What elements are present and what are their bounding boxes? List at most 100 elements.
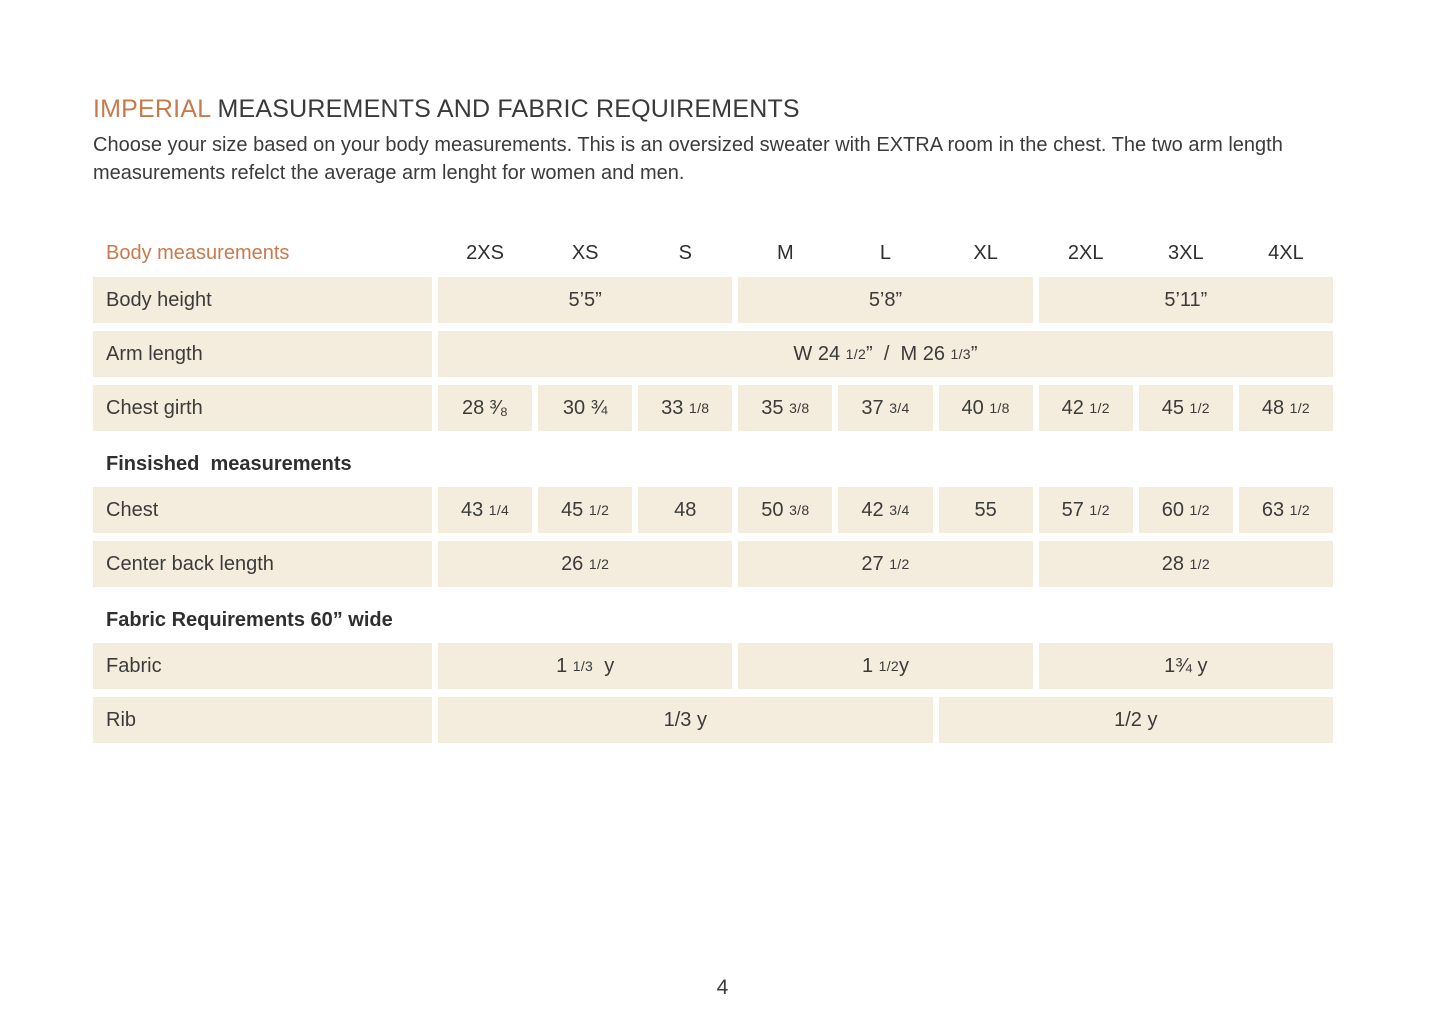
row-label: Rib <box>93 697 432 743</box>
value-text: 63 <box>1261 498 1290 521</box>
size-column-header: 2XS <box>466 242 504 264</box>
page-title: IMPERIAL MEASUREMENTS AND FABRIC REQUIRE… <box>93 95 1356 124</box>
fraction-text: 1/2 <box>1289 400 1311 416</box>
value-text: 43 <box>460 498 489 521</box>
size-cell: 5’8” <box>738 277 1033 323</box>
page-title-rest: MEASUREMENTS AND FABRIC REQUIREMENTS <box>210 95 800 123</box>
row-label: Center back length <box>93 541 432 587</box>
page-number: 4 <box>716 976 729 999</box>
size-column-header: S <box>678 242 692 264</box>
value-text: 5’8” <box>868 288 903 311</box>
size-cell: 48 <box>638 487 733 533</box>
fraction-text: 3/4 <box>889 400 910 416</box>
size-column-header: M <box>777 242 794 264</box>
value-text: 5’11” <box>1164 288 1208 311</box>
value-text: ” / M 26 <box>866 342 951 365</box>
value-text: 1 <box>861 654 879 677</box>
table-label-header: Body measurements <box>106 242 290 264</box>
value-text: 28 <box>1161 552 1190 575</box>
value-text: 5’5” <box>568 288 602 311</box>
value-text: 45 <box>561 498 589 521</box>
size-cell: 5’5” <box>438 277 733 323</box>
fraction-text: 1/2 <box>1189 556 1210 572</box>
size-column-header: 2XL <box>1067 242 1104 264</box>
size-cell: 48 1/2 <box>1238 385 1333 431</box>
size-cell: 43 1/4 <box>438 487 533 533</box>
value-text: 48 <box>1261 396 1290 419</box>
size-cell: 5’11” <box>1038 277 1333 323</box>
size-cell: 50 3/8 <box>738 487 833 533</box>
fraction-text: 1/2 <box>889 556 910 572</box>
fraction-text: 1/8 <box>688 400 710 416</box>
fraction-text: 1/4 <box>488 502 510 518</box>
size-cell: 45 1/2 <box>538 487 633 533</box>
size-cell: 27 1/2 <box>738 541 1033 587</box>
fraction-text: 3/8 <box>789 400 810 416</box>
fraction-text: 3/4 <box>889 502 910 518</box>
row-label: Chest <box>93 487 432 533</box>
size-column-header: 4XL <box>1268 242 1304 264</box>
value-text: y <box>593 654 615 677</box>
size-cell: 1 1/2 y <box>738 643 1033 689</box>
value-text: W 24 <box>793 342 846 365</box>
size-cell: 60 1/2 <box>1138 487 1233 533</box>
value-text: 40 <box>961 396 990 419</box>
value-text: 30 ¾ <box>562 396 608 419</box>
fraction-text: 1/2 <box>878 658 900 674</box>
fraction-text: 1/2 <box>1189 502 1210 518</box>
value-text: 1 <box>556 654 573 677</box>
page-title-highlight: IMPERIAL <box>93 95 211 123</box>
size-table: Body measurements 2XS XS S M L XL 2XL 3XL 4XL Body… <box>93 231 1333 743</box>
size-column-header: XL <box>973 242 998 264</box>
section-heading: Fabric Requirements 60” wide <box>106 609 393 631</box>
size-column-header: XS <box>571 242 599 264</box>
fraction-text: 1/2 <box>588 502 610 518</box>
fraction-text: 1/2 <box>588 556 610 572</box>
fraction-text: 1/2 <box>1289 502 1311 518</box>
row-label: Chest girth <box>93 385 432 431</box>
row-label: Arm length <box>93 331 432 377</box>
value-text: 33 <box>661 396 689 419</box>
size-cell: 40 1/8 <box>938 385 1033 431</box>
value-text: 50 <box>761 498 790 521</box>
value-text: ” <box>970 342 978 365</box>
size-column-header: L <box>879 242 892 264</box>
row-label: Body height <box>93 277 432 323</box>
fraction-text: 1/2 <box>1089 502 1110 518</box>
size-cell: W 24 1/2” / M 26 1/3” <box>438 331 1333 377</box>
size-cell: 28 1/2 <box>1038 541 1333 587</box>
size-cell: 42 1/2 <box>1038 385 1133 431</box>
value-text: 28 ³⁄₈ <box>462 396 509 419</box>
value-text: 1¾ y <box>1164 654 1208 677</box>
size-column-header: 3XL <box>1168 242 1204 264</box>
value-text: 57 <box>1061 498 1090 521</box>
size-cell: 35 3/8 <box>738 385 833 431</box>
size-cell: 1 1/3 y <box>438 643 733 689</box>
fraction-text: 1/3 <box>950 346 971 362</box>
value-text: 37 <box>861 396 890 419</box>
size-cell: 1/3 y <box>438 697 933 743</box>
size-cell: 26 1/2 <box>438 541 733 587</box>
fraction-text: 1/8 <box>989 400 1010 416</box>
size-cell: 37 3/4 <box>838 385 933 431</box>
fraction-text: 1/2 <box>1089 400 1110 416</box>
fraction-text: 1/2 <box>845 346 867 362</box>
value-text: 55 <box>974 498 997 521</box>
value-text: y <box>899 654 910 677</box>
value-text: 1/3 y <box>663 708 707 731</box>
size-cell: 33 1/8 <box>638 385 733 431</box>
size-cell: 1¾ y <box>1038 643 1333 689</box>
value-text: 27 <box>861 552 890 575</box>
fraction-text: 3/8 <box>789 502 810 518</box>
value-text: 60 <box>1161 498 1190 521</box>
row-label: Fabric <box>93 643 432 689</box>
size-cell: 42 3/4 <box>838 487 933 533</box>
fraction-text: 1/3 <box>572 658 594 674</box>
value-text: 45 <box>1161 396 1190 419</box>
fraction-text: 1/2 <box>1189 400 1210 416</box>
size-cell: 63 1/2 <box>1238 487 1333 533</box>
size-cell: 1/2 y <box>938 697 1333 743</box>
value-text: 35 <box>761 396 790 419</box>
value-text: 26 <box>561 552 589 575</box>
value-text: 42 <box>1061 396 1090 419</box>
